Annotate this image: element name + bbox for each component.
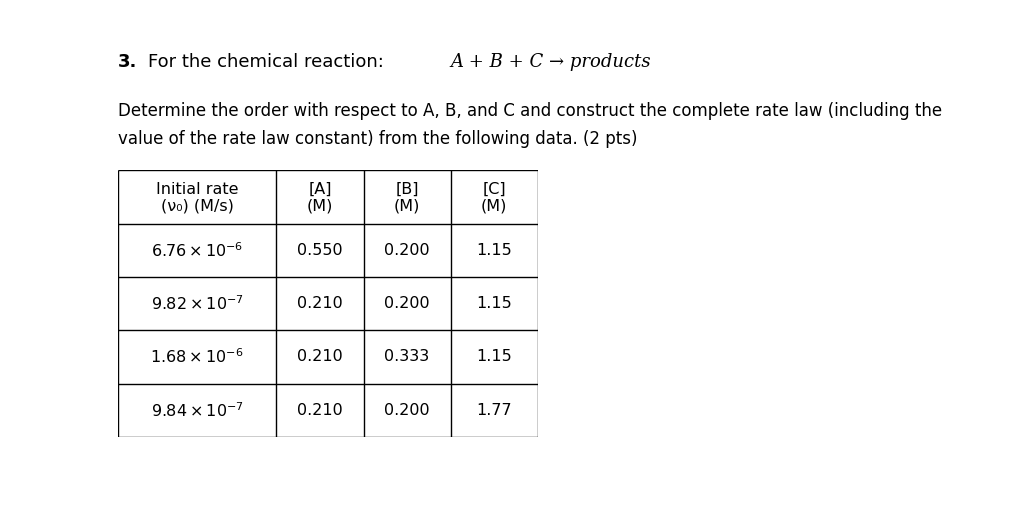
Text: [A]: [A]	[308, 182, 332, 197]
Text: $1.68\times 10^{-6}$: $1.68\times 10^{-6}$	[151, 347, 244, 366]
Text: 0.210: 0.210	[297, 296, 343, 311]
Text: 0.210: 0.210	[297, 350, 343, 364]
Text: $9.82\times 10^{-7}$: $9.82\times 10^{-7}$	[151, 294, 244, 313]
Text: 0.200: 0.200	[384, 296, 430, 311]
Text: 0.200: 0.200	[384, 403, 430, 418]
Text: 1.15: 1.15	[476, 296, 512, 311]
Text: 0.210: 0.210	[297, 403, 343, 418]
Text: For the chemical reaction:: For the chemical reaction:	[148, 53, 384, 71]
Text: (ν₀) (M/s): (ν₀) (M/s)	[161, 199, 233, 213]
Text: Initial rate: Initial rate	[156, 182, 239, 197]
Text: 0.550: 0.550	[297, 243, 343, 258]
Text: 0.200: 0.200	[384, 243, 430, 258]
Text: (M): (M)	[307, 199, 333, 213]
Text: (M): (M)	[481, 199, 507, 213]
Text: [C]: [C]	[482, 182, 506, 197]
Text: 3.: 3.	[118, 53, 137, 71]
Text: 1.15: 1.15	[476, 243, 512, 258]
Text: [B]: [B]	[395, 182, 419, 197]
Text: value of the rate law constant) from the following data. (2 pts): value of the rate law constant) from the…	[118, 130, 637, 147]
Text: Determine the order with respect to A, B, and C and construct the complete rate : Determine the order with respect to A, B…	[118, 102, 942, 119]
Text: $6.76\times 10^{-6}$: $6.76\times 10^{-6}$	[151, 241, 244, 260]
Text: 1.15: 1.15	[476, 350, 512, 364]
Text: 0.333: 0.333	[384, 350, 430, 364]
Text: (M): (M)	[394, 199, 420, 213]
Text: A + B + C → products: A + B + C → products	[451, 53, 651, 71]
Text: $9.84\times 10^{-7}$: $9.84\times 10^{-7}$	[151, 401, 244, 420]
Text: 1.77: 1.77	[476, 403, 512, 418]
